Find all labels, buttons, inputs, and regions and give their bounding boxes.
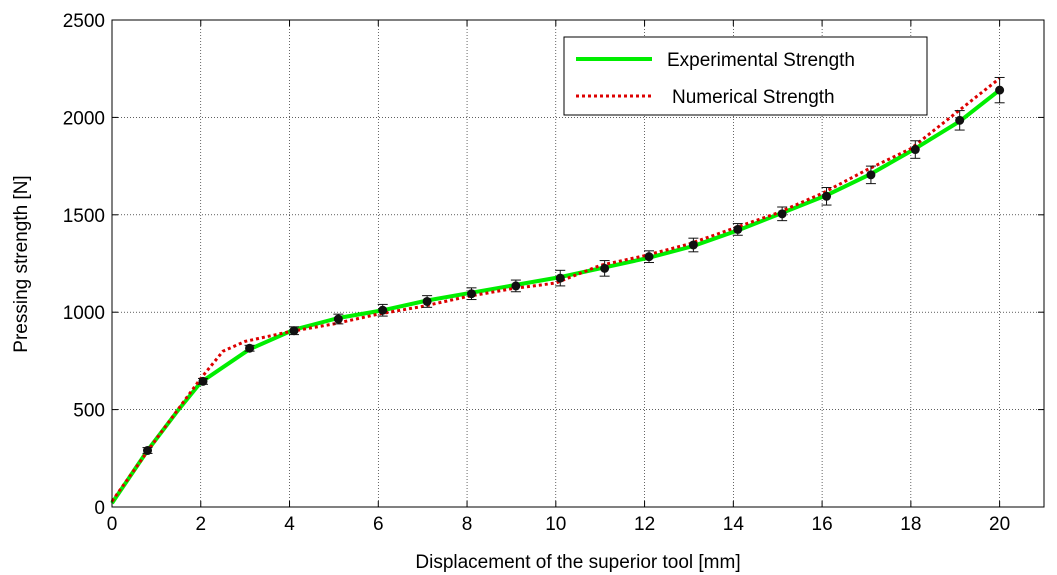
x-tick-label: 10 [545, 514, 566, 535]
data-point [422, 296, 432, 306]
x-tick-label: 0 [107, 514, 118, 535]
data-point [555, 273, 565, 283]
data-point [866, 170, 876, 180]
x-axis-label: Displacement of the superior tool [mm] [415, 552, 740, 573]
numerical-strength-line [110, 77, 1001, 503]
x-tick-label: 6 [373, 514, 384, 535]
data-point [378, 305, 388, 315]
legend: Experimental Strength Numerical Strength [563, 36, 928, 116]
data-point [143, 446, 153, 456]
x-tick-label: 4 [284, 514, 295, 535]
y-tick-label: 0 [94, 498, 105, 519]
data-point [333, 314, 343, 324]
y-tick-label: 500 [73, 401, 105, 422]
y-tick-label: 2000 [63, 108, 105, 129]
data-point [955, 115, 965, 125]
y-tick-label: 1000 [63, 303, 105, 324]
data-point [910, 145, 920, 155]
ticks: 0 2 4 6 8 10 12 14 16 18 20 0 500 1000 1500 2000 2500 [63, 11, 1044, 535]
y-tick-label: 1500 [63, 206, 105, 227]
x-tick-label: 2 [195, 514, 206, 535]
x-tick-label: 18 [900, 514, 921, 535]
data-point [600, 263, 610, 273]
x-tick-label: 14 [723, 514, 745, 535]
x-tick-label: 16 [812, 514, 833, 535]
data-point [822, 191, 832, 201]
legend-label-numerical: Numerical Strength [672, 87, 835, 108]
data-point [245, 343, 255, 353]
legend-box [563, 36, 928, 116]
x-tick-label: 8 [462, 514, 473, 535]
x-tick-label: 12 [634, 514, 655, 535]
y-axis-label: Pressing strength [N] [11, 175, 32, 352]
y-tick-label: 2500 [63, 11, 105, 32]
data-point [733, 224, 743, 234]
data-point [777, 209, 787, 219]
data-point [644, 252, 654, 262]
data-point [688, 240, 698, 250]
data-point [466, 289, 476, 299]
series-layer [110, 76, 1005, 505]
experimental-strength-line [110, 88, 1001, 505]
axes-frame [111, 19, 1045, 508]
data-point [995, 85, 1005, 95]
legend-label-experimental: Experimental Strength [667, 50, 855, 71]
data-point [511, 281, 521, 291]
data-point [198, 376, 208, 386]
x-tick-label: 20 [989, 514, 1010, 535]
data-point [289, 326, 299, 336]
